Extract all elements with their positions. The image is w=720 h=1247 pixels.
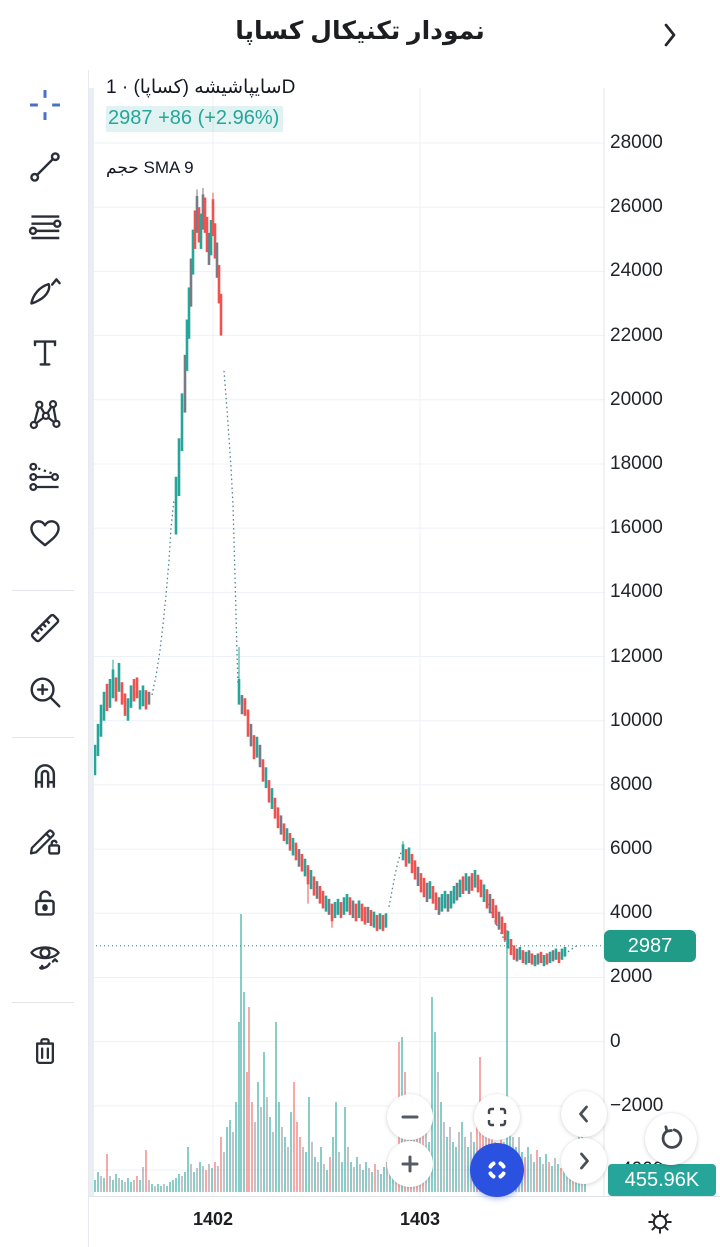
tool-xabcd-pattern[interactable] [24, 394, 66, 436]
price-axis-label: 8000 [610, 773, 653, 795]
toolbar-divider [12, 737, 74, 738]
tool-trend-line[interactable] [24, 146, 66, 188]
price-axis-label: 22000 [610, 324, 663, 346]
pan-center-button[interactable] [470, 1143, 524, 1197]
tool-favorites[interactable] [24, 512, 66, 554]
tool-text[interactable] [24, 332, 66, 374]
scroll-left-button[interactable] [561, 1091, 607, 1137]
chevron-right-icon [664, 23, 676, 47]
page-title: نمودار تکنیکال کساپا [235, 17, 485, 45]
back-button[interactable] [652, 17, 688, 53]
ruler-icon [30, 613, 60, 643]
tool-forecast[interactable] [24, 456, 66, 498]
unlock-icon [35, 890, 55, 916]
price-axis-label: 24000 [610, 260, 663, 282]
price-axis-label: 26000 [610, 196, 663, 218]
price-axis-label: 16000 [610, 517, 663, 539]
fullscreen-button[interactable] [474, 1094, 520, 1140]
chart-legend: سایپاشیشه (کساپا) · 1D 2987 +86 (+2.96%)… [106, 76, 296, 178]
trend-line-icon [30, 152, 60, 182]
fullscreen-icon [487, 1107, 507, 1127]
horizontal-lines-icon [28, 215, 62, 240]
price-axis-label: 28000 [610, 132, 663, 153]
tool-fib-lines[interactable] [24, 207, 66, 249]
plus-icon [401, 1155, 419, 1173]
gear-icon [648, 1210, 672, 1234]
price-axis-label: 20000 [610, 388, 663, 410]
tool-drawing-mode[interactable] [24, 819, 66, 861]
tool-lock-drawings[interactable] [24, 882, 66, 924]
volume-indicator-label[interactable]: حجم SMA 9 [106, 158, 194, 177]
zoom-in-icon [30, 677, 61, 708]
price-axis-label: 6000 [610, 838, 653, 860]
tool-magnet[interactable] [24, 756, 66, 798]
xabcd-pattern-icon [29, 400, 61, 430]
time-axis[interactable]: 1402 1403 [0, 1196, 720, 1247]
price-change: +86 [158, 107, 192, 129]
eye-brush-icon [30, 946, 60, 970]
tool-crosshair[interactable] [24, 84, 66, 126]
brush-icon [30, 278, 61, 305]
drawing-toolbar [0, 70, 89, 1247]
price-axis-label: 14000 [610, 581, 663, 603]
price-axis-label: −2000 [610, 1094, 664, 1116]
pane-left-strip [88, 88, 94, 1196]
reset-icon [661, 1125, 683, 1149]
tool-hide-drawings[interactable] [24, 936, 66, 978]
time-axis-label: 1402 [192, 1209, 234, 1229]
price-axis-label: 18000 [610, 452, 663, 474]
price-axis-label: 2000 [610, 966, 653, 988]
tool-measure[interactable] [24, 607, 66, 649]
chevron-left-icon [579, 1105, 588, 1123]
symbol-title[interactable]: سایپاشیشه (کساپا) · 1D [106, 77, 296, 98]
last-price: 2987 [108, 107, 153, 129]
reset-view-button[interactable] [645, 1113, 697, 1165]
price-change-pct: (+2.96%) [197, 107, 280, 129]
last-price-badge: 2987 [604, 930, 696, 962]
heart-icon [30, 520, 60, 547]
tool-zoom-in[interactable] [24, 671, 66, 713]
price-axis-label: 12000 [610, 645, 663, 667]
pencil-lock-icon [29, 829, 61, 855]
zoom-out-button[interactable] [387, 1094, 433, 1140]
time-axis-label: 1403 [399, 1209, 441, 1229]
scroll-right-button[interactable] [561, 1138, 607, 1184]
price-axis-label: 0 [610, 1030, 621, 1052]
volume-badge: 455.96K [608, 1164, 716, 1196]
minus-icon [401, 1115, 419, 1119]
toolbar-divider [12, 1002, 74, 1003]
toolbar-divider [12, 590, 74, 591]
price-change-readout: 2987 +86 (+2.96%) [106, 106, 284, 132]
price-axis-label: 10000 [610, 709, 663, 731]
zoom-in-button[interactable] [387, 1141, 433, 1187]
crosshair-icon [30, 90, 60, 120]
magnet-icon [34, 764, 56, 788]
chevron-right-icon [580, 1152, 589, 1170]
price-chart-canvas[interactable] [88, 88, 720, 1196]
chart-settings-button[interactable] [642, 1204, 678, 1240]
header: نمودار تکنیکال کساپا [0, 0, 720, 70]
text-icon [33, 340, 57, 366]
tool-remove-drawings[interactable] [24, 1029, 66, 1071]
trash-icon [35, 1038, 55, 1064]
tool-brush[interactable] [24, 271, 66, 313]
forecast-icon [29, 462, 59, 491]
price-axis-label: 4000 [610, 902, 653, 924]
pan-corners-icon [488, 1161, 506, 1179]
